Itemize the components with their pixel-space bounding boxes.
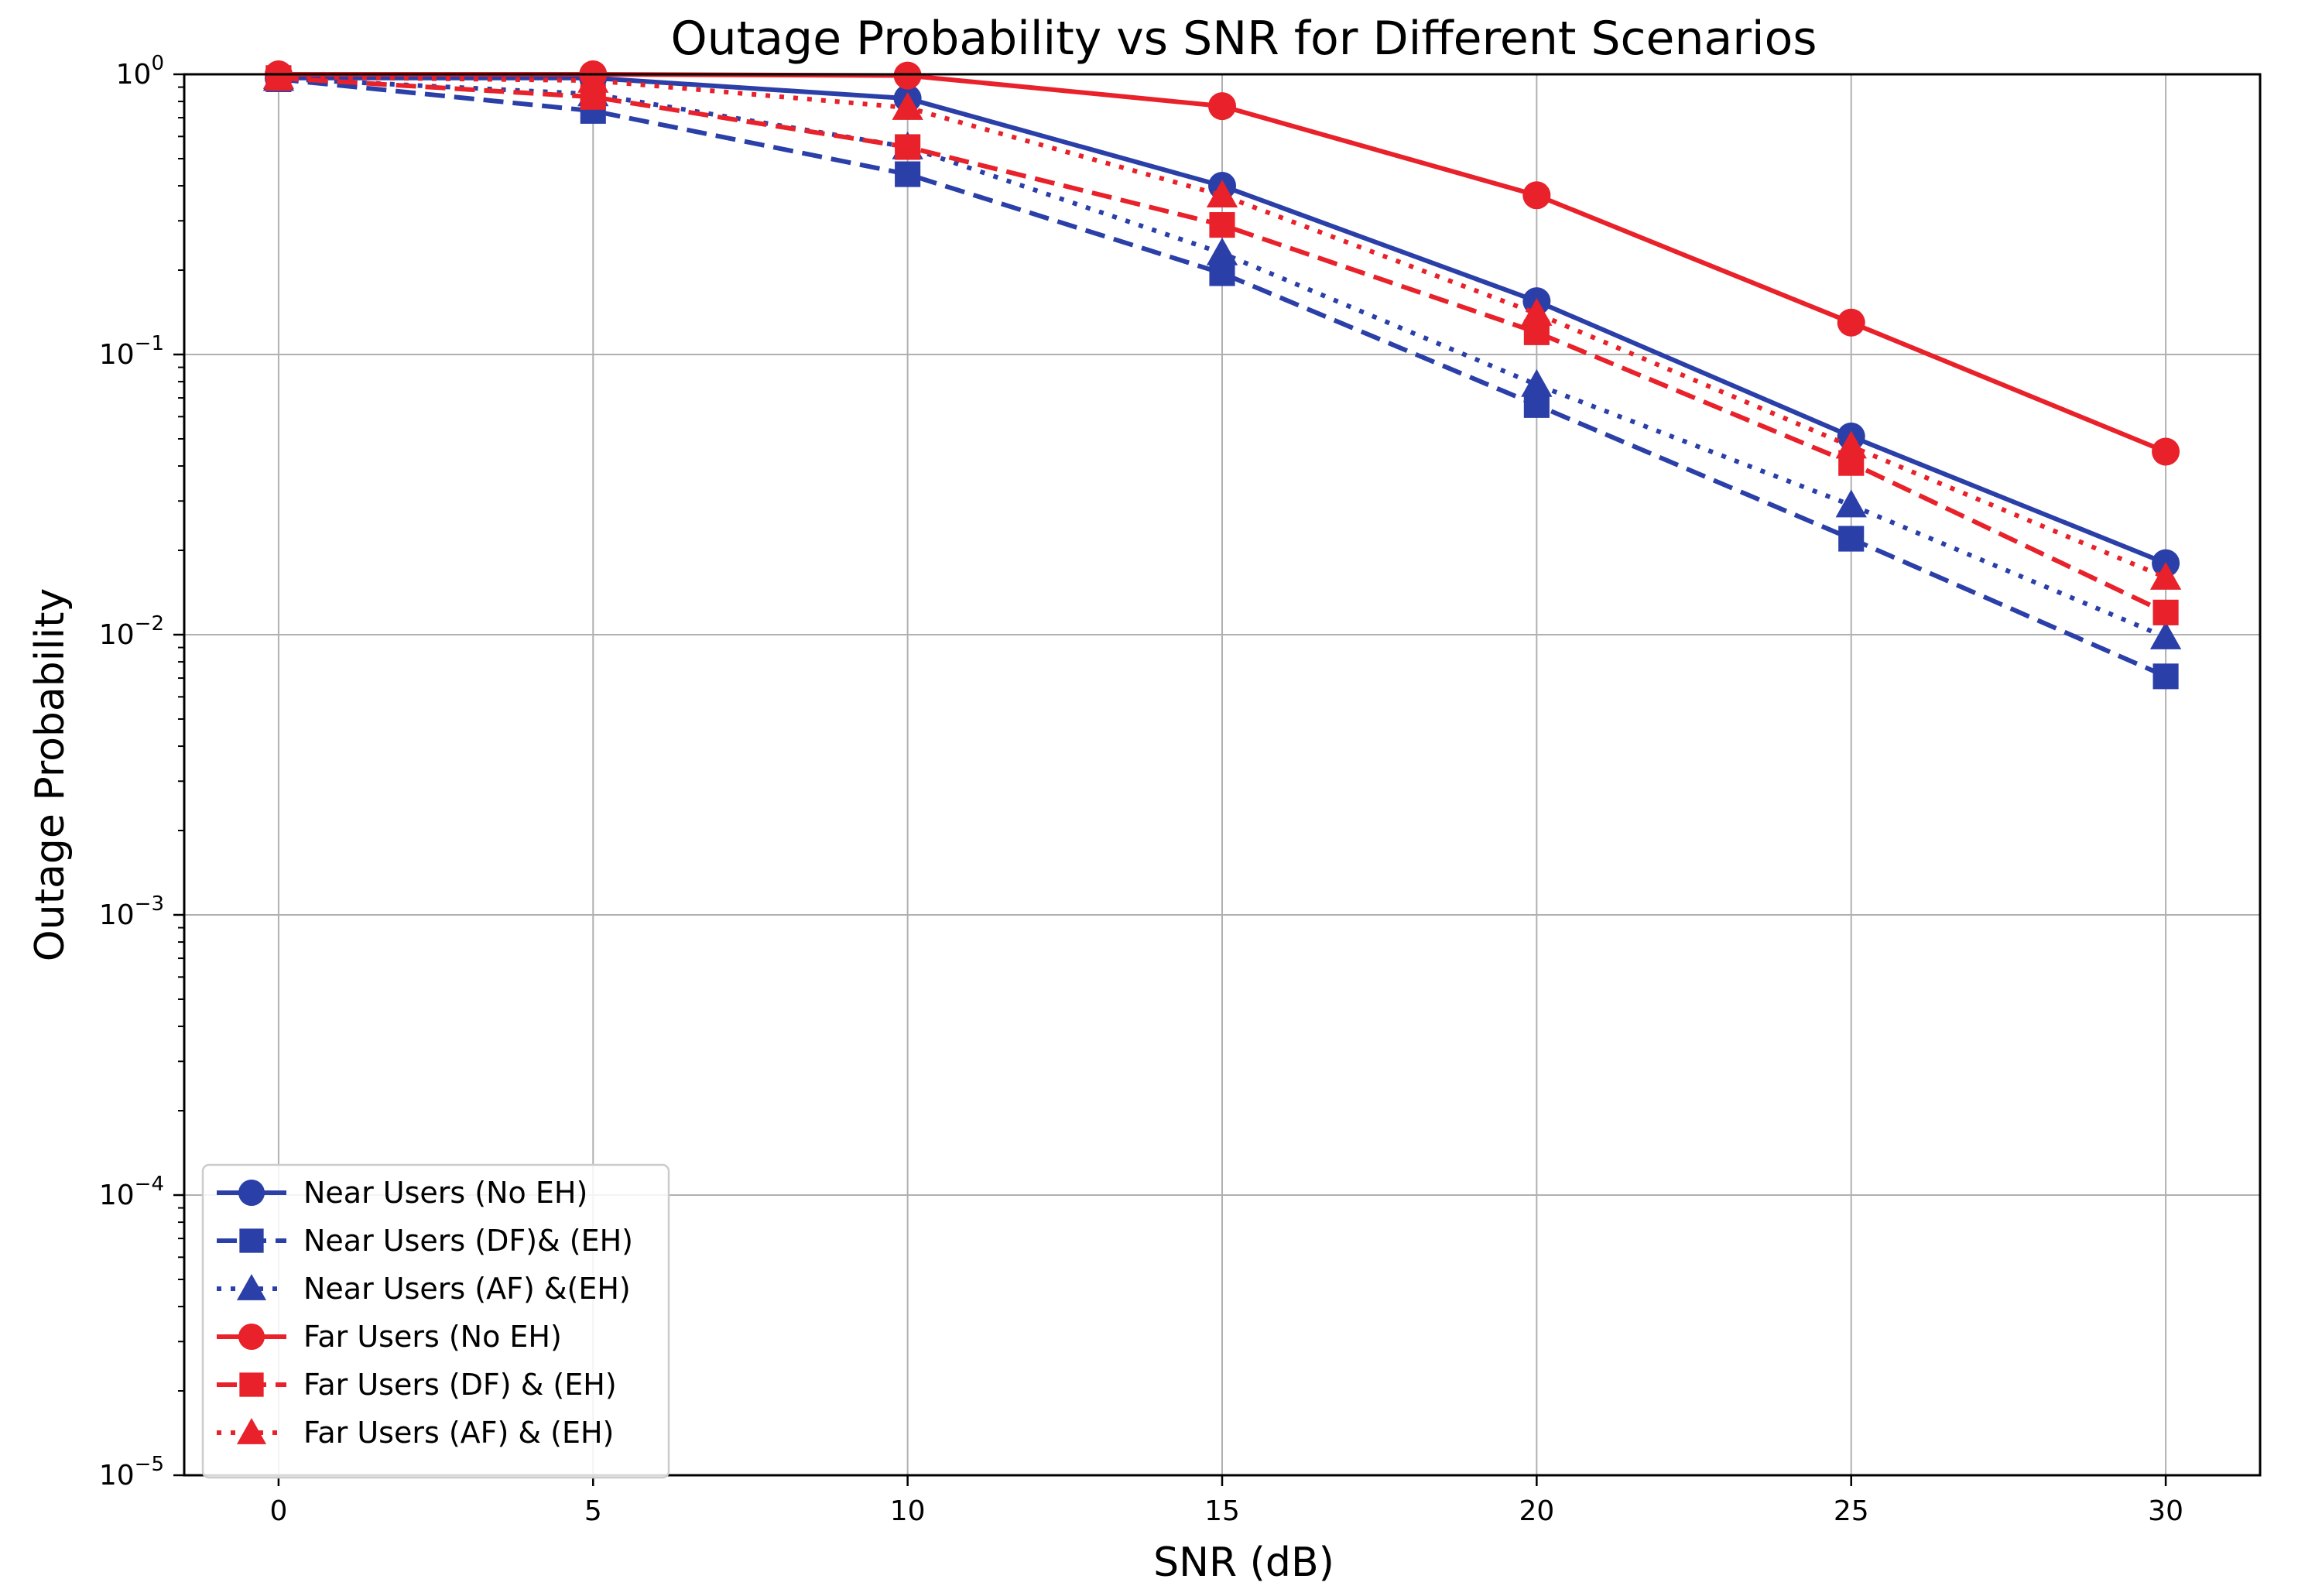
legend-item: Far Users (AF) & (EH) [217,1416,614,1450]
data-point [1838,526,1865,552]
data-point [895,161,921,187]
legend-marker [239,1372,264,1397]
legend-marker [238,1324,265,1350]
legend-label: Far Users (DF) & (EH) [303,1368,617,1402]
y-axis-label: Outage Probability [27,588,74,962]
data-point [2152,437,2180,466]
y-tick-label: 10−3 [99,892,164,931]
data-point [1209,212,1235,238]
data-point [2149,622,2182,649]
data-point [1206,237,1238,265]
legend-item: Near Users (No EH) [217,1176,587,1210]
legend-item: Far Users (DF) & (EH) [217,1368,617,1402]
data-point [1521,368,1553,397]
legend-label: Near Users (AF) &(EH) [303,1272,631,1306]
legend-marker [236,1273,267,1300]
legend-marker [239,1228,264,1253]
data-point [577,64,609,93]
y-tick-label: 10−1 [99,332,164,371]
data-point [1835,489,1867,518]
legend-item: Near Users (AF) &(EH) [217,1272,631,1306]
y-tick-label: 10−2 [99,612,164,651]
data-point [1837,308,1865,337]
legend: Near Users (No EH) Near Users (DF)& (EH) N… [201,1163,670,1479]
x-tick-label: 5 [584,1495,602,1527]
x-tick-label: 0 [269,1495,287,1527]
data-point [893,61,922,90]
legend-label: Far Users (No EH) [303,1320,562,1354]
x-tick-label: 15 [1204,1495,1240,1527]
data-point [1521,297,1553,326]
legend-item: Far Users (No EH) [217,1320,562,1354]
x-tick-label: 25 [1834,1495,1869,1527]
x-tick-label: 20 [1519,1495,1554,1527]
y-tick-label: 10−5 [99,1453,164,1492]
y-tick-label: 100 [116,52,164,91]
x-tick-label: 10 [890,1495,926,1527]
data-point [892,91,923,120]
data-point [895,134,921,160]
data-point [1206,180,1238,208]
y-tick-label: 10−4 [99,1173,164,1211]
legend-label: Near Users (DF)& (EH) [303,1224,633,1258]
x-axis-label: SNR (dB) [1153,1539,1334,1586]
data-point [1208,92,1236,121]
data-point [1835,430,1867,459]
data-point [1522,181,1551,210]
axis-ticks: 0 5 10 15 20 25 30 100 10−1 10−2 10−3 10−4 10−5 [99,52,2183,1527]
legend-label: Far Users (AF) & (EH) [303,1416,614,1450]
x-tick-label: 30 [2148,1495,2183,1527]
legend-label: Near Users (No EH) [303,1176,587,1210]
legend-item: Near Users (DF)& (EH) [217,1224,633,1258]
data-point [2152,663,2179,690]
legend-box [201,1163,670,1479]
data-point [2152,599,2179,625]
legend-marker [238,1180,265,1206]
chart-title: Outage Probability vs SNR for Different … [670,12,1817,66]
data-point [2149,561,2182,590]
legend-marker [236,1417,267,1444]
